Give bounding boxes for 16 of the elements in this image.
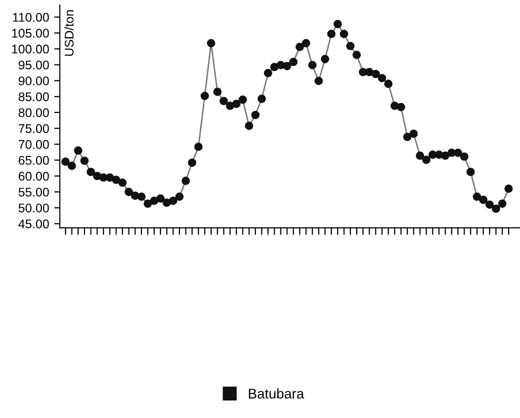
y-tick-label: 110.00 bbox=[13, 12, 49, 22]
y-tick-label: 85.00 bbox=[18, 92, 49, 102]
legend-label: Batubara bbox=[248, 388, 304, 399]
y-tick-label: 80.00 bbox=[18, 108, 49, 118]
y-tick-label: 65.00 bbox=[18, 156, 49, 165]
y-tick-label: 55.00 bbox=[18, 188, 49, 197]
y-tick-label: 95.00 bbox=[18, 60, 49, 70]
y-tick-label: 105.00 bbox=[12, 28, 49, 38]
y-tick-label: 50.00 bbox=[18, 204, 49, 212]
y-tick-label: 100.00 bbox=[12, 44, 49, 54]
y-axis-title: USD/ton bbox=[64, 10, 74, 56]
y-tick-label: 45.00 bbox=[18, 219, 49, 228]
y-tick-label: 60.00 bbox=[18, 172, 49, 181]
y-tick-label: 75.00 bbox=[18, 124, 49, 133]
y-tick-label: 70.00 bbox=[18, 140, 49, 149]
y-tick-label: 90.00 bbox=[18, 76, 49, 86]
